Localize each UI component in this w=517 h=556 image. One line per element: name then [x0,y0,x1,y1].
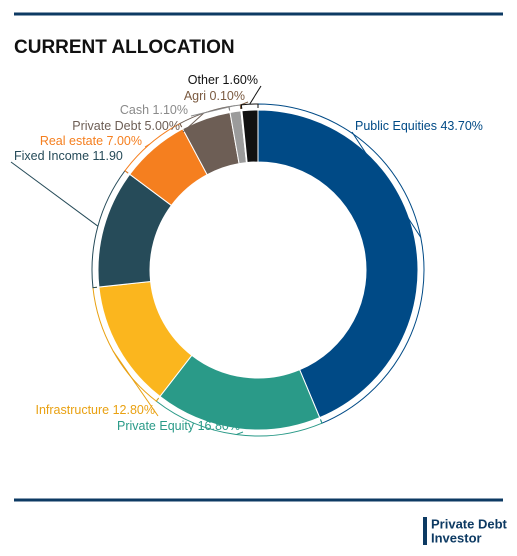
leader-line [10,161,99,227]
data-label: Private Debt 5.00% [72,119,180,133]
value-label: 7.00% [107,134,142,148]
bracket [91,170,129,289]
value-label: 11.90 [93,149,123,163]
category-label: Private Debt [72,119,141,133]
value-label: 1.60% [223,73,258,87]
category-label: Agri [184,89,206,103]
donut-segment [257,109,419,419]
leader-line [182,112,205,133]
category-label: Public Equities [355,119,437,133]
category-label: Other [188,73,219,87]
value-label: 5.00% [145,119,180,133]
data-label: Agri 0.10% [184,89,245,103]
leader-line [235,431,244,436]
value-label: 12.80% [113,403,155,417]
logo-bar [423,517,427,545]
data-label: Fixed Income 11.90 [14,149,123,163]
leader-line [249,85,262,105]
leader-line [144,143,151,148]
category-label: Private Equity [117,419,195,433]
category-label: Real estate [40,134,103,148]
leader-line [112,350,159,417]
donut-segment [241,109,259,164]
category-label: Infrastructure [35,403,109,417]
category-label: Cash [120,103,149,117]
data-label: Real estate 7.00% [40,134,142,148]
value-label: 43.70% [440,119,482,133]
value-label: 1.10% [153,103,188,117]
value-label: 0.10% [210,89,245,103]
data-label: Public Equities 43.70% [355,119,483,133]
chart-title: CURRENT ALLOCATION [14,37,235,58]
logo-text: Private Debt [431,516,508,531]
leader-line [351,131,422,238]
data-label: Other 1.60% [188,73,258,87]
data-label: Cash 1.10% [120,103,188,117]
data-label: Infrastructure 12.80% [35,403,155,417]
value-label: 16.80% [198,419,240,433]
logo-text: Investor [431,530,482,545]
data-label: Private Equity 16.80% [117,419,240,433]
leader-line [190,105,235,117]
category-label: Fixed Income [14,149,89,163]
